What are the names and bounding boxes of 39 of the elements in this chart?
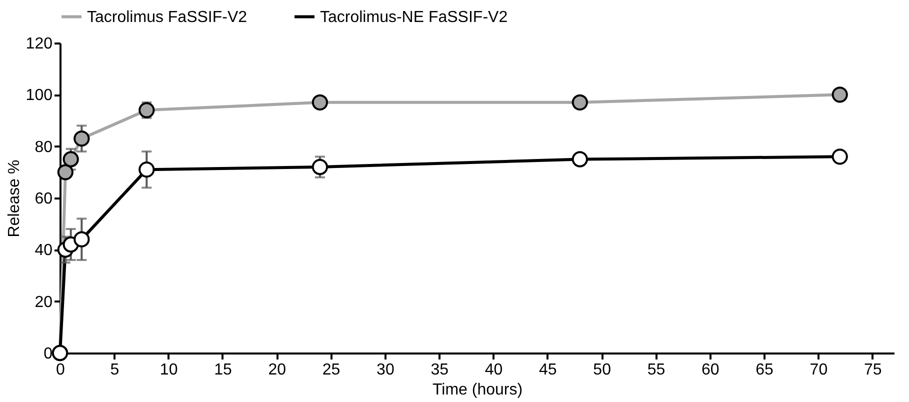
x-tick-label: 65 (756, 362, 774, 378)
x-tick-label: 60 (701, 362, 720, 378)
x-axis-title: Time (hours) (432, 382, 523, 398)
x-tick-label: 20 (268, 362, 286, 378)
x-tick-label: 45 (539, 362, 557, 378)
x-tick-label: 0 (56, 362, 66, 378)
x-tick-label: 50 (593, 362, 612, 378)
y-tick-label: 40 (34, 242, 53, 260)
y-tick-label: 100 (26, 87, 53, 104)
point (57, 164, 74, 180)
x-tick-label: 5 (110, 362, 120, 378)
x-tick-label: 25 (322, 362, 340, 378)
point (138, 162, 155, 178)
point (312, 158, 328, 176)
y-tick-label: 80 (34, 138, 53, 156)
y-tick-label: 0 (44, 346, 53, 362)
x-tick-label: 70 (810, 362, 828, 378)
x-tick-label: 10 (160, 362, 178, 378)
point (572, 94, 588, 110)
y-axis-title: Release % (6, 160, 23, 238)
point (74, 130, 90, 147)
point (62, 151, 79, 168)
point (572, 151, 588, 168)
point (74, 231, 90, 248)
y-tick-label: 20 (34, 294, 53, 311)
x-tick-label: 35 (430, 362, 449, 378)
point (138, 102, 155, 118)
point (312, 94, 328, 110)
x-tick-label: 40 (484, 362, 503, 378)
x-tick-label: 75 (864, 362, 882, 378)
legend-label: Tacrolimus-NE FaSSIF-V2 (320, 8, 508, 26)
x-tick-label: 30 (376, 362, 394, 378)
y-tick-label: 120 (26, 36, 53, 52)
point (832, 148, 848, 165)
point (832, 86, 848, 103)
x-tick-label: 55 (647, 362, 666, 378)
x-tick-label: 15 (214, 362, 232, 378)
legend-label: Tacrolimus FaSSIF-V2 (87, 8, 248, 26)
y-tick-label: 60 (34, 190, 53, 208)
